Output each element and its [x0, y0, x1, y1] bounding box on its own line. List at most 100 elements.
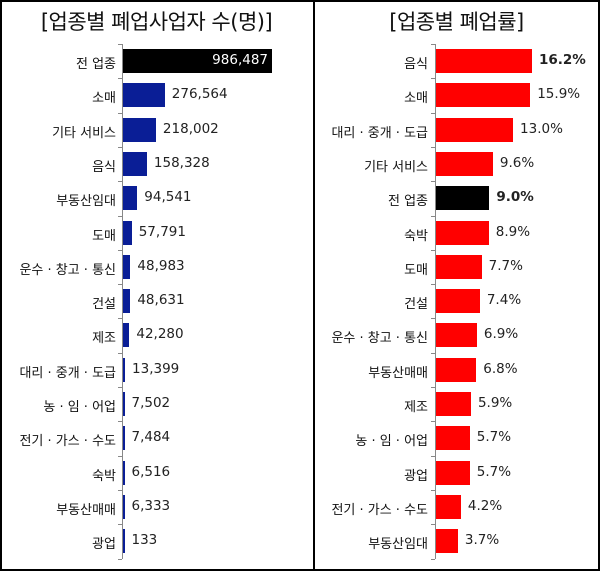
bar-row: 농 · 임 · 어업 5.7%	[0, 421, 600, 455]
axis-tick	[118, 215, 122, 217]
category-label: 도매	[92, 228, 116, 244]
bar-row: 전기 · 가스 · 수도 7,484	[0, 421, 600, 455]
category-label: 기타 서비스	[52, 125, 116, 141]
category-label: 숙박	[92, 468, 116, 484]
bar-row: 기타 서비스 9.6%	[0, 147, 600, 181]
axis-tick	[118, 249, 122, 251]
bar-row: 건설 48,631	[0, 284, 600, 318]
panel-divider	[313, 0, 315, 571]
bar	[123, 494, 125, 519]
bar-row: 운수 · 창고 · 통신 48,983	[0, 250, 600, 284]
axis-tick	[431, 421, 435, 423]
bar-row: 기타 서비스 218,002	[0, 113, 600, 147]
value-label: 276,564	[171, 86, 228, 103]
value-label: 13.0%	[520, 120, 563, 137]
value-label: 4.2%	[467, 497, 503, 514]
axis-tick	[118, 489, 122, 491]
value-label: 133	[131, 532, 158, 549]
axis-tick	[118, 387, 122, 388]
bar	[436, 426, 470, 451]
bar-row: 숙박 6,516	[0, 456, 600, 490]
bar	[436, 529, 458, 554]
bar-row: 부동산매매 6,333	[0, 490, 600, 524]
value-label: 6,333	[131, 497, 171, 514]
category-label: 전기 · 가스 · 수도	[331, 502, 428, 518]
bar	[123, 426, 125, 451]
bar	[436, 494, 461, 519]
axis-tick	[118, 318, 122, 320]
bar-row: 부동산임대 94,541	[0, 181, 600, 215]
bar	[436, 392, 471, 416]
bar-row: 제조 5.9%	[0, 387, 600, 421]
category-label: 음식	[404, 57, 428, 72]
value-label: 5.9%	[477, 395, 513, 411]
axis-tick	[431, 181, 435, 183]
category-label: 기타 서비스	[364, 159, 428, 175]
axis-tick	[118, 421, 122, 423]
bar	[436, 83, 531, 108]
axis-tick	[118, 78, 122, 80]
bar	[436, 151, 493, 176]
bar-row: 대리 · 중개 · 도급 13.0%	[0, 113, 600, 147]
axis-tick	[118, 112, 122, 114]
value-label: 48,983	[137, 257, 185, 274]
category-label: 건설	[92, 297, 116, 313]
bar-row: 전 업종 9.0%	[0, 181, 600, 215]
bar	[436, 289, 480, 314]
category-label: 숙박	[404, 228, 428, 244]
bar-row: 건설 7.4%	[0, 284, 600, 318]
value-label: 48,631	[137, 292, 185, 309]
bar	[123, 529, 125, 554]
category-label: 제조	[92, 331, 116, 347]
axis-tick	[431, 146, 435, 148]
value-label: 5.7%	[476, 429, 512, 446]
category-label: 농 · 임 · 어업	[355, 434, 428, 450]
right-chart-title: [업종별 폐업률]	[389, 10, 524, 34]
bar	[123, 289, 131, 314]
value-label: 986,487	[212, 52, 268, 68]
axis-tick	[118, 146, 122, 148]
value-label: 5.7%	[476, 463, 512, 480]
axis-tick	[431, 489, 435, 491]
value-label: 7,484	[131, 429, 171, 446]
bar	[436, 117, 514, 142]
value-label: 9.0%	[496, 189, 534, 206]
axis-tick	[431, 455, 435, 457]
bar-row: 도매 7.7%	[0, 250, 600, 284]
category-label: 부동산매매	[368, 365, 428, 381]
category-label: 소매	[404, 91, 428, 107]
value-label: 218,002	[162, 120, 219, 137]
axis-tick	[431, 558, 435, 560]
bar	[436, 49, 532, 73]
axis-tick	[118, 181, 122, 183]
y-axis	[122, 44, 123, 559]
bar	[123, 460, 125, 485]
value-label: 7.4%	[486, 292, 522, 309]
value-label: 57,791	[138, 223, 186, 240]
value-label: 6,516	[131, 463, 171, 480]
category-label: 광업	[92, 537, 116, 553]
axis-tick	[118, 524, 122, 526]
axis-tick	[431, 387, 435, 388]
value-label: 15.9%	[537, 86, 581, 103]
bar	[436, 323, 477, 348]
axis-tick	[118, 455, 122, 457]
axis-tick	[431, 112, 435, 114]
bar	[123, 220, 132, 245]
category-label: 전 업종	[387, 194, 428, 210]
value-label: 7,502	[131, 395, 171, 411]
axis-tick	[431, 215, 435, 217]
bar	[123, 117, 156, 142]
axis-tick	[118, 44, 122, 45]
category-label: 광업	[404, 468, 428, 484]
category-label: 건설	[404, 297, 428, 313]
bar-row: 소매 276,564	[0, 78, 600, 112]
bar-row: 숙박 8.9%	[0, 216, 600, 250]
category-label: 음식	[92, 159, 116, 175]
bar-row: 부동산임대 3.7%	[0, 524, 600, 558]
bar	[123, 49, 272, 73]
axis-tick	[431, 44, 435, 45]
bar-row: 운수 · 창고 · 통신 6.9%	[0, 318, 600, 352]
value-label: 8.9%	[495, 223, 531, 240]
category-label: 부동산임대	[368, 537, 428, 553]
